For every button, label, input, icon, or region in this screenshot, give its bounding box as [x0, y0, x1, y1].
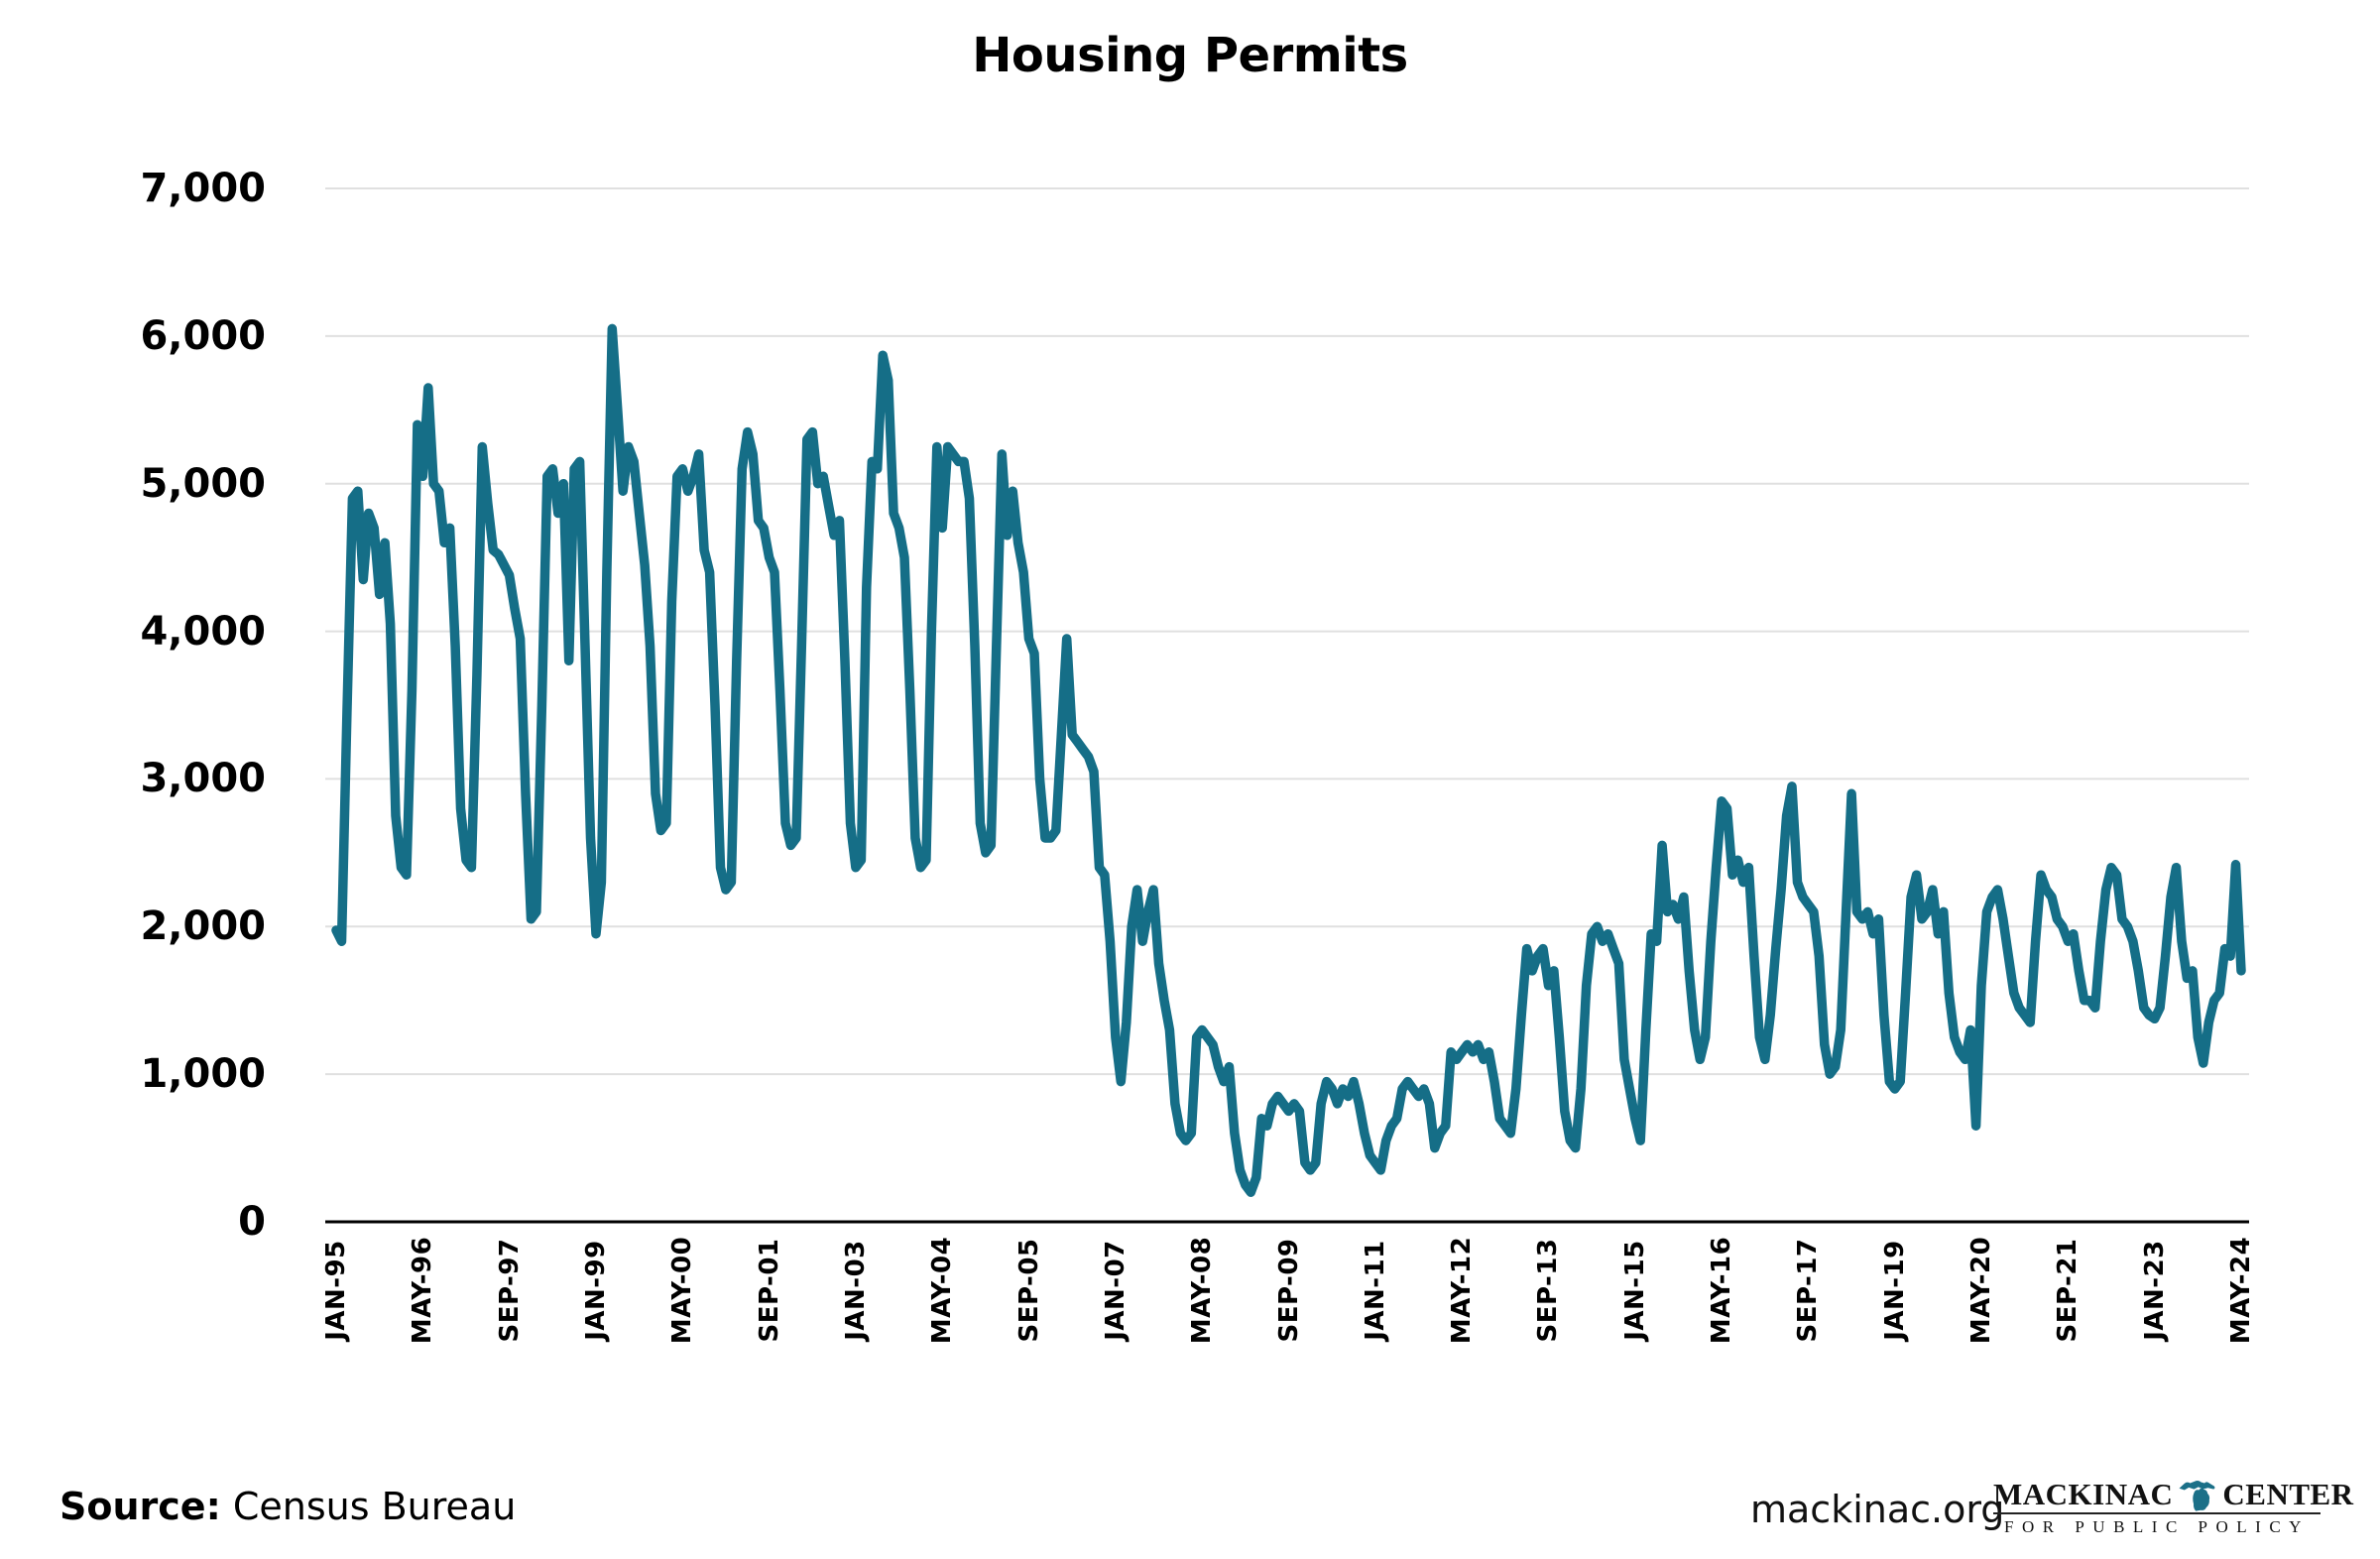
x-axis-tick-label: JAN-95	[321, 1240, 351, 1341]
x-axis-tick-label: MAY-00	[667, 1236, 698, 1345]
logo-divider	[1993, 1512, 2320, 1514]
x-axis-tick-label: JAN-15	[1619, 1240, 1650, 1341]
x-axis-tick-label: SEP-17	[1793, 1238, 1824, 1343]
x-axis-tick-label: MAY-12	[1447, 1236, 1478, 1345]
x-axis-tick-label: SEP-97	[494, 1238, 525, 1343]
x-axis-tick-label: JAN-07	[1100, 1240, 1130, 1341]
x-axis-tick-label: SEP-09	[1273, 1238, 1304, 1343]
y-axis-tick-label: 6,000	[140, 312, 266, 359]
michigan-icon	[2179, 1480, 2215, 1511]
website-text: mackinac.org	[1750, 1488, 2005, 1531]
x-axis-tick-label: SEP-05	[1013, 1238, 1044, 1343]
y-axis-tick-label: 5,000	[140, 460, 266, 507]
x-axis-tick-label: MAY-08	[1187, 1236, 1218, 1345]
y-axis-tick-label: 3,000	[140, 756, 266, 802]
x-axis-tick-label: JAN-03	[840, 1240, 871, 1341]
x-axis-tick-label: JAN-11	[1360, 1240, 1390, 1341]
y-axis-tick-label: 0	[238, 1199, 266, 1245]
y-axis-tick-label: 1,000	[140, 1051, 266, 1098]
x-axis-tick-label: SEP-21	[2053, 1238, 2083, 1343]
x-axis-tick-label: MAY-04	[927, 1236, 958, 1345]
x-axis-tick-label: SEP-13	[1533, 1238, 1564, 1343]
logo-tagline: FOR PUBLIC POLICY	[2004, 1517, 2310, 1536]
source-label: Source:	[60, 1485, 221, 1528]
logo-word-center: CENTER	[2222, 1477, 2354, 1511]
y-axis-tick-label: 7,000	[140, 166, 266, 211]
housing-permits-line	[331, 323, 2246, 1197]
x-axis-tick-label: JAN-19	[1879, 1240, 1910, 1341]
y-axis-tick-label: 4,000	[140, 608, 266, 655]
x-axis-tick-label: MAY-20	[1966, 1236, 1997, 1345]
y-axis-tick-label: 2,000	[140, 903, 266, 950]
x-axis-tick-label: SEP-01	[754, 1238, 784, 1343]
source-note: Source: Census Bureau	[60, 1485, 516, 1528]
x-axis-tick-label: MAY-16	[1707, 1236, 1737, 1345]
source-text: Census Bureau	[232, 1485, 517, 1528]
chart-title: Housing Permits	[972, 28, 1408, 83]
x-axis-tick-label: MAY-24	[2226, 1236, 2256, 1345]
x-axis-tick-label: JAN-99	[580, 1240, 611, 1341]
x-axis-tick-label: JAN-23	[2139, 1240, 2170, 1341]
logo-word-mackinac: MACKINAC	[1993, 1477, 2174, 1511]
x-axis-tick-label: MAY-96	[408, 1236, 438, 1345]
mackinac-center-logo: MACKINAC CENTER FOR PUBLIC POLICY	[1993, 1466, 2353, 1537]
logo-wordmark: MACKINAC CENTER	[1993, 1466, 2353, 1511]
